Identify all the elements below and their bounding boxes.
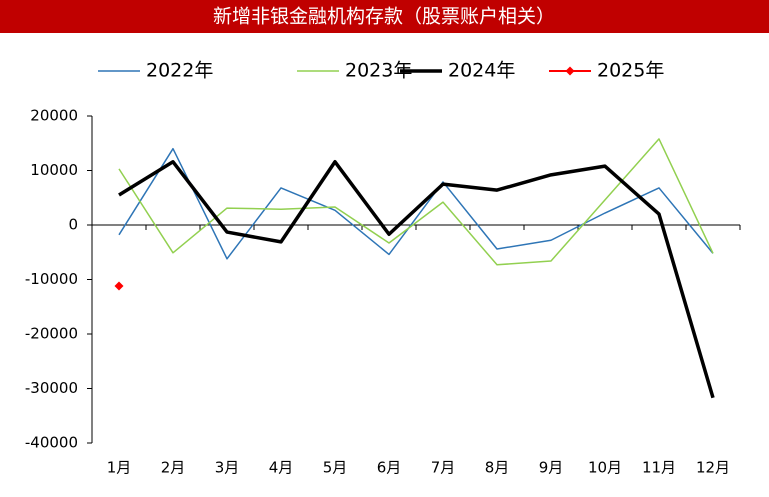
x-tick-label: 5月 [323,459,348,477]
y-tick-label: 10000 [30,161,78,179]
title-banner [0,0,769,33]
legend-label: 2022年 [146,60,213,82]
x-tick-label: 11月 [642,459,676,477]
x-tick-label: 12月 [696,459,730,477]
x-tick-label: 7月 [431,459,456,477]
legend-label: 2023年 [345,60,412,82]
series-line [118,147,714,260]
chart-title: 新增非银金融机构存款（股票账户相关） [213,6,555,28]
series-line [118,138,714,266]
y-tick-label: -10000 [25,270,78,288]
y-tick-label: 0 [68,216,78,234]
x-tick-label: 4月 [269,459,294,477]
x-tick-label: 2月 [161,459,186,477]
x-tick-label: 9月 [539,459,564,477]
legend-label: 2024年 [448,60,515,82]
legend-marker [565,66,575,76]
series-marker [114,281,124,291]
legend-label: 2025年 [597,60,664,82]
x-tick-label: 3月 [215,459,240,477]
y-tick-label: -20000 [25,325,78,343]
series-line [118,160,715,399]
y-tick-label: -40000 [25,434,78,452]
x-tick-label: 8月 [485,459,510,477]
x-tick-label: 10月 [588,459,622,477]
y-tick-label: 20000 [30,107,78,125]
x-tick-label: 6月 [377,459,402,477]
y-tick-label: -30000 [25,379,78,397]
x-tick-label: 1月 [107,459,132,477]
